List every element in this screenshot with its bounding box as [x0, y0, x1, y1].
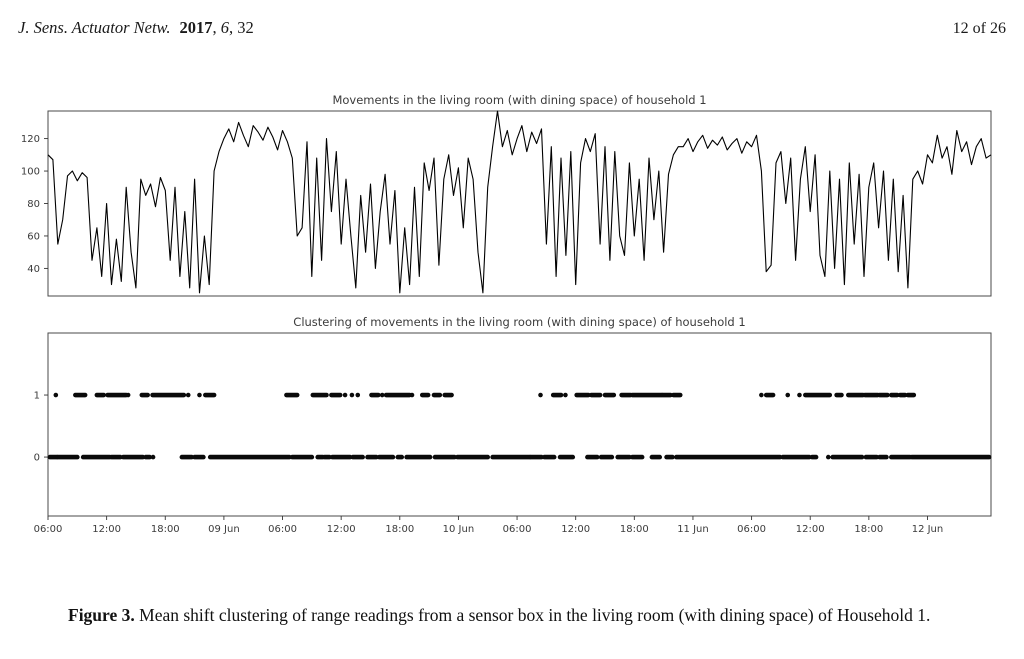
svg-text:18:00: 18:00 [151, 524, 180, 535]
svg-text:12:00: 12:00 [327, 524, 356, 535]
bottom-chart-x-axis: 06:00 12:00 18:00 09 Jun 06:00 12:00 18:00 10 J… [34, 516, 944, 535]
separator: , [212, 18, 221, 37]
journal-article-number: , 32 [228, 18, 254, 37]
svg-text:12:00: 12:00 [561, 524, 590, 535]
journal-year: 2017 [179, 18, 213, 37]
svg-text:06:00: 06:00 [268, 524, 297, 535]
svg-text:10 Jun: 10 Jun [443, 524, 475, 535]
top-chart-title: Movements in the living room (with dinin… [332, 93, 706, 107]
svg-text:18:00: 18:00 [854, 524, 883, 535]
svg-text:100: 100 [21, 166, 40, 177]
svg-text:80: 80 [27, 199, 40, 210]
svg-text:18:00: 18:00 [620, 524, 649, 535]
svg-text:60: 60 [27, 231, 40, 242]
journal-name: J. Sens. Actuator Netw. [18, 18, 171, 37]
svg-text:120: 120 [21, 134, 40, 145]
svg-text:1: 1 [34, 390, 40, 401]
svg-text:0: 0 [34, 452, 40, 463]
svg-text:18:00: 18:00 [385, 524, 414, 535]
svg-text:11 Jun: 11 Jun [677, 524, 709, 535]
svg-text:12:00: 12:00 [92, 524, 121, 535]
journal-volume: 6 [220, 18, 229, 37]
top-chart-line-series [47, 110, 992, 294]
svg-text:12 Jun: 12 Jun [912, 524, 944, 535]
svg-text:40: 40 [27, 264, 40, 275]
bottom-chart-y-axis: 01 [34, 390, 48, 463]
bottom-chart: Clustering of movements in the living ro… [34, 315, 992, 535]
top-plot-border [47, 110, 992, 297]
svg-text:09 Jun: 09 Jun [208, 524, 240, 535]
svg-text:06:00: 06:00 [737, 524, 766, 535]
figure-caption-text: Mean shift clustering of range readings … [139, 604, 931, 625]
svg-text:06:00: 06:00 [34, 524, 63, 535]
bottom-plot-border [47, 332, 992, 517]
top-chart-y-axis: 40 60 80 100 120 [21, 134, 48, 275]
page-number: 12 of 26 [952, 20, 1006, 37]
bottom-chart-cluster-points [47, 392, 992, 460]
bottom-chart-title: Clustering of movements in the living ro… [293, 315, 745, 329]
svg-text:06:00: 06:00 [503, 524, 532, 535]
figure-caption: Figure 3. Mean shift clustering of range… [68, 602, 960, 628]
top-chart: Movements in the living room (with dinin… [21, 93, 992, 297]
figure-caption-label: Figure 3. [68, 604, 135, 625]
journal-reference: J. Sens. Actuator Netw. 2017, 6, 32 [18, 18, 254, 38]
svg-text:12:00: 12:00 [796, 524, 825, 535]
